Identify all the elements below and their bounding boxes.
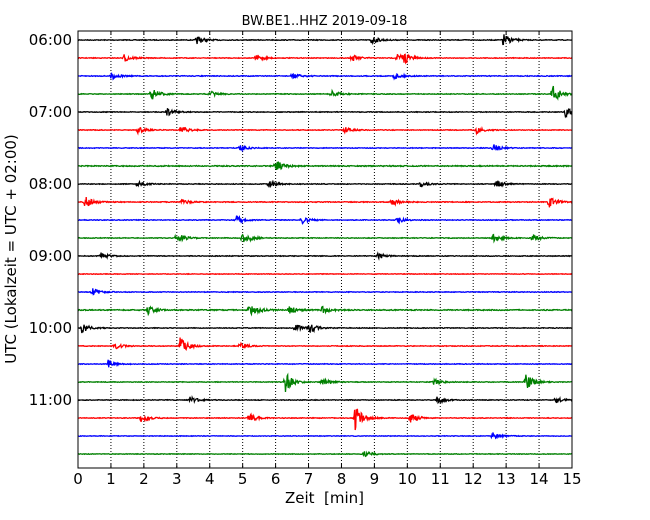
seismic-trace	[77, 359, 573, 368]
seismic-trace	[77, 144, 573, 153]
seismic-trace	[77, 324, 573, 334]
x-tick-label: 10	[398, 470, 417, 488]
seismic-trace	[77, 161, 573, 171]
seismic-trace	[77, 125, 573, 136]
seismic-trace	[77, 288, 573, 296]
y-tick-label: 11:00	[29, 391, 72, 409]
seismic-trace	[77, 305, 573, 317]
y-tick-label: 06:00	[29, 31, 72, 49]
x-tick-label: 14	[530, 470, 549, 488]
x-tick-label: 13	[497, 470, 516, 488]
y-tick-label: 08:00	[29, 175, 72, 193]
seismic-trace	[77, 72, 573, 81]
plot-frame	[77, 30, 573, 469]
x-tick-label: 15	[562, 470, 581, 488]
x-tick-label: 5	[238, 470, 248, 488]
trace-group	[77, 34, 573, 458]
x-tick-label: 4	[205, 470, 215, 488]
x-tick-label: 11	[431, 470, 450, 488]
x-tick-label: 8	[337, 470, 347, 488]
seismic-trace	[77, 108, 573, 119]
x-tick-label: 12	[464, 470, 483, 488]
x-tick-label: 1	[106, 470, 116, 488]
seismic-trace	[77, 34, 573, 46]
seismic-trace	[77, 53, 573, 65]
seismic-trace	[77, 337, 573, 351]
seismic-trace	[77, 450, 573, 458]
y-tick-label: 10:00	[29, 319, 72, 337]
x-axis: 0 1 2 3 4 5 6 7 8 9 10 11 12 13 14 15	[73, 31, 582, 488]
y-tick-label: 07:00	[29, 103, 72, 121]
seismic-trace	[77, 179, 573, 189]
y-axis: 06:00 07:00 08:00 09:00 10:00 11:00	[29, 31, 572, 409]
seismic-trace	[77, 408, 573, 431]
x-tick-label: 3	[172, 470, 182, 488]
seismic-trace	[77, 196, 573, 208]
seismic-trace	[77, 251, 573, 261]
x-tick-label: 7	[304, 470, 314, 488]
x-axis-label: Zeit [min]	[285, 489, 364, 507]
seismic-trace	[78, 372, 573, 392]
vertical-grid	[110, 31, 540, 468]
chart-title: BW.BE1..HHZ 2019-09-18	[242, 14, 408, 29]
seismic-trace	[77, 214, 573, 225]
x-tick-label: 6	[271, 470, 281, 488]
seismic-trace	[77, 272, 573, 276]
y-tick-label: 09:00	[29, 247, 72, 265]
x-tick-label: 9	[370, 470, 380, 488]
seismic-trace	[77, 432, 573, 440]
seismic-trace	[77, 85, 573, 101]
x-tick-label: 2	[139, 470, 149, 488]
y-axis-label: UTC (Lokalzeit = UTC + 02:00)	[2, 134, 20, 364]
seismic-trace	[77, 394, 573, 405]
x-tick-label: 0	[73, 470, 83, 488]
seismic-trace	[77, 233, 573, 244]
